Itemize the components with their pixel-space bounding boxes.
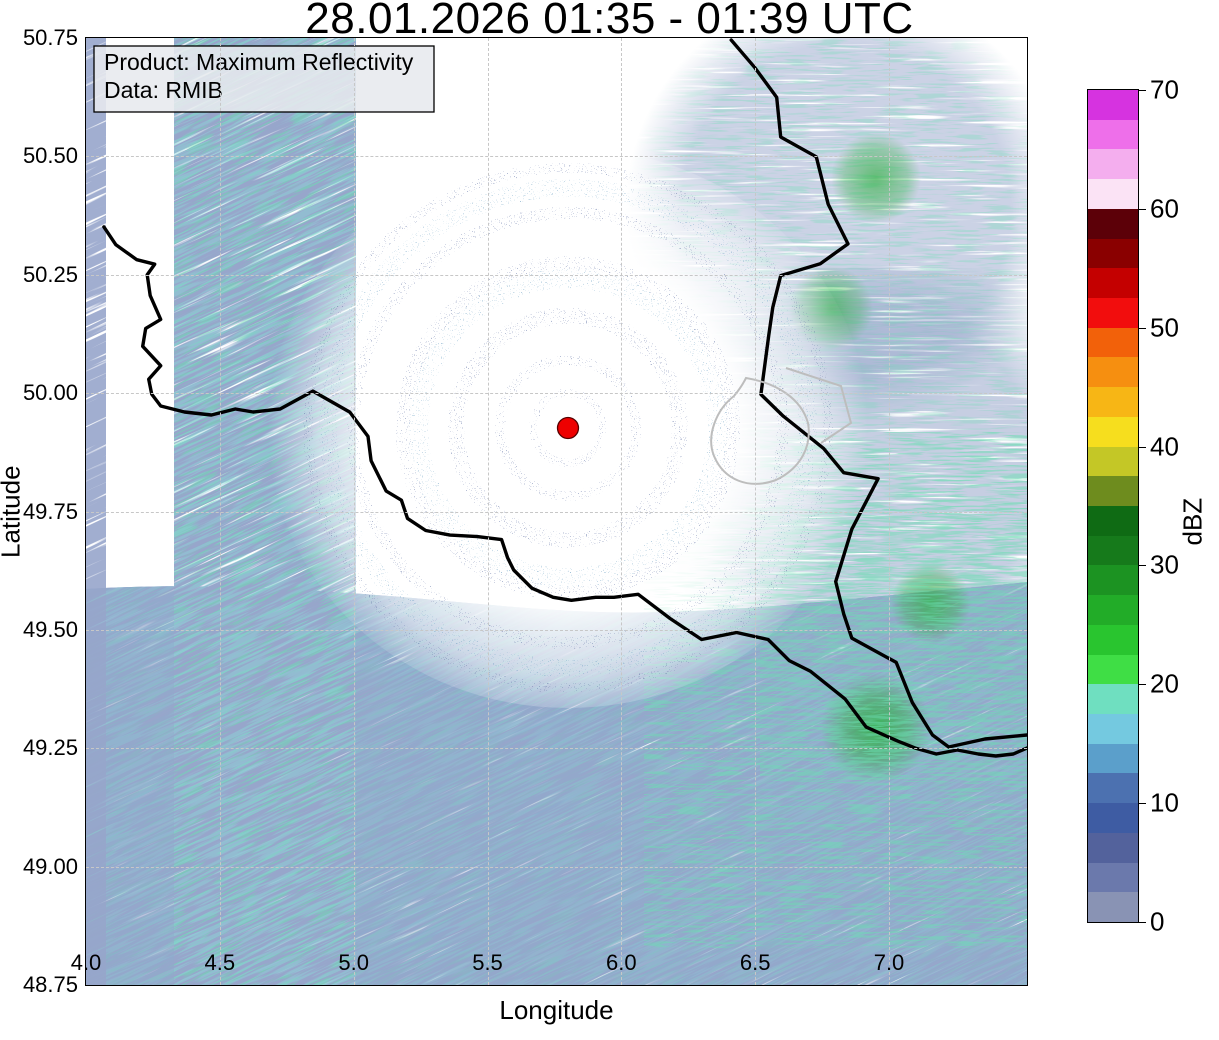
- svg-text:Data: RMIB: Data: RMIB: [104, 77, 223, 103]
- svg-text:Product: Maximum Reflectivity: Product: Maximum Reflectivity: [104, 49, 414, 75]
